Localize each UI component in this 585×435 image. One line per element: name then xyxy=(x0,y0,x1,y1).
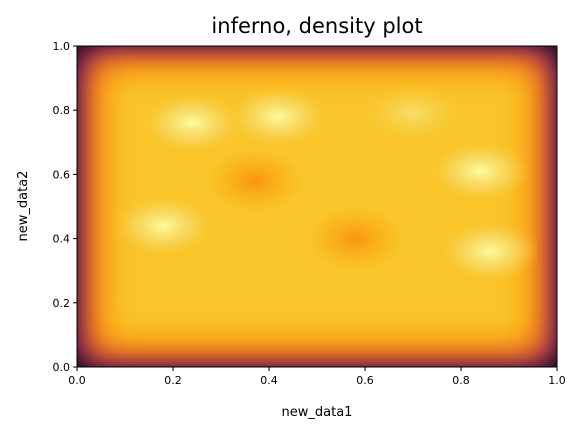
plot-frame xyxy=(76,45,558,368)
y-tick-label: 0.0 xyxy=(53,361,71,374)
x-axis: 0.0 0.2 0.4 0.6 0.8 1.0 xyxy=(68,367,566,387)
x-axis-label: new_data1 xyxy=(282,405,353,420)
x-tick-label: 0.6 xyxy=(356,374,374,387)
x-tick-label: 0.2 xyxy=(164,374,182,387)
x-tick-label: 1.0 xyxy=(548,374,566,387)
y-tick-label: 0.6 xyxy=(53,168,71,181)
density-hotspot-3 xyxy=(439,221,540,282)
density-hotspot-2 xyxy=(113,195,214,256)
y-axis-label: new_data2 xyxy=(16,171,31,242)
x-tick-label: 0.8 xyxy=(452,374,470,387)
density-hotspots xyxy=(113,83,540,282)
y-tick-label: 1.0 xyxy=(53,40,71,53)
y-tick-label: 0.8 xyxy=(53,104,71,117)
density-hotspot-1 xyxy=(228,86,329,147)
plot-area xyxy=(77,46,557,367)
y-axis: 0.0 0.2 0.4 0.6 0.8 1.0 xyxy=(53,40,77,374)
density-hotspot-0 xyxy=(142,93,243,154)
y-tick-label: 0.2 xyxy=(53,297,71,310)
density-hotspot-4 xyxy=(430,141,531,202)
density-hotspot-7 xyxy=(307,206,404,271)
density-hotspot-5 xyxy=(363,83,463,144)
density-hotspot-6 xyxy=(206,148,303,213)
y-tick-label: 0.4 xyxy=(53,233,71,246)
x-tick-label: 0.0 xyxy=(68,374,86,387)
x-tick-label: 0.4 xyxy=(260,374,278,387)
chart-title: inferno, density plot xyxy=(211,14,422,38)
